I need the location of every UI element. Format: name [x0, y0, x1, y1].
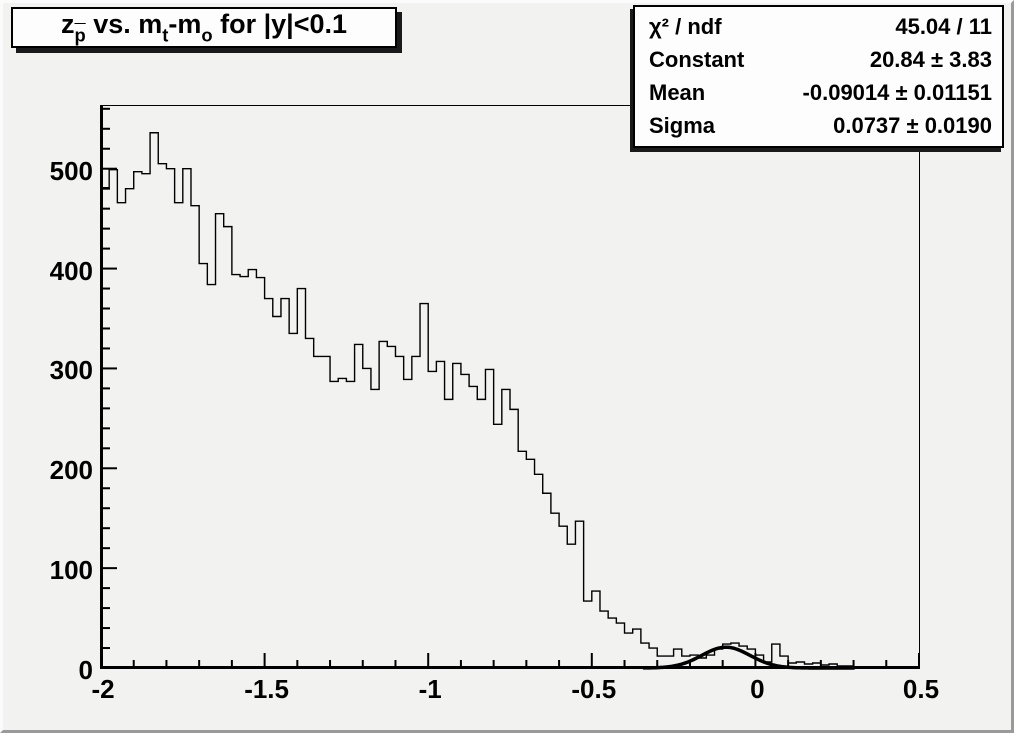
y-tick-label: 200 [49, 455, 93, 486]
y-tick-label: 500 [49, 155, 93, 186]
histogram-plot [100, 106, 920, 670]
x-tick-label: -1.5 [244, 674, 289, 704]
stats-label-sigma: Sigma [649, 112, 716, 138]
stats-box: χ² / ndf 45.04 / 11 Constant 20.84 ± 3.8… [633, 5, 1004, 148]
title-mid2: -m [168, 8, 202, 39]
plot-frame [100, 105, 920, 670]
title-tail: for |y|<0.1 [212, 8, 348, 39]
x-tick-label: -2 [91, 674, 115, 704]
stats-label-mean: Mean [649, 79, 706, 105]
gaussian-fit-curve [642, 645, 856, 670]
title-mid1-sub: t [162, 24, 169, 46]
stats-row-mean: Mean -0.09014 ± 0.01151 [635, 79, 1002, 105]
y-tick-label: 300 [49, 355, 93, 386]
stats-row-chi2: χ² / ndf 45.04 / 11 [635, 15, 1002, 39]
histogram-step-line [100, 132, 919, 669]
title-text: zp vs. mt-mo for |y|<0.1 [61, 9, 347, 46]
stats-row-sigma: Sigma 0.0737 ± 0.0190 [635, 112, 1002, 138]
x-tick-label: 0.5 [902, 674, 940, 704]
title-mid1: vs. m [85, 8, 163, 39]
stats-value-sigma: 0.0737 ± 0.0190 [833, 112, 992, 138]
title-box: zp vs. mt-mo for |y|<0.1 [11, 7, 397, 48]
y-tick-label: 100 [49, 555, 93, 586]
y-tick-label: 400 [49, 255, 93, 286]
title-lead-sub: p [74, 24, 86, 46]
title-lead: z [60, 8, 75, 39]
y-tick-label: 0 [78, 655, 93, 685]
title-mid2-sub: o [201, 24, 213, 46]
stats-row-constant: Constant 20.84 ± 3.83 [635, 47, 1002, 73]
stats-label-constant: Constant [649, 47, 745, 73]
x-tick-label: -0.5 [571, 674, 617, 704]
x-tick-label: 0 [750, 674, 765, 704]
stats-value-mean: -0.09014 ± 0.01151 [802, 79, 992, 105]
stats-value-constant: 20.84 ± 3.83 [869, 47, 992, 73]
x-tick-label: -1 [418, 674, 442, 704]
stats-value-chi2: 45.04 / 11 [895, 14, 992, 40]
stats-label-chi2: χ² / ndf [649, 14, 722, 40]
